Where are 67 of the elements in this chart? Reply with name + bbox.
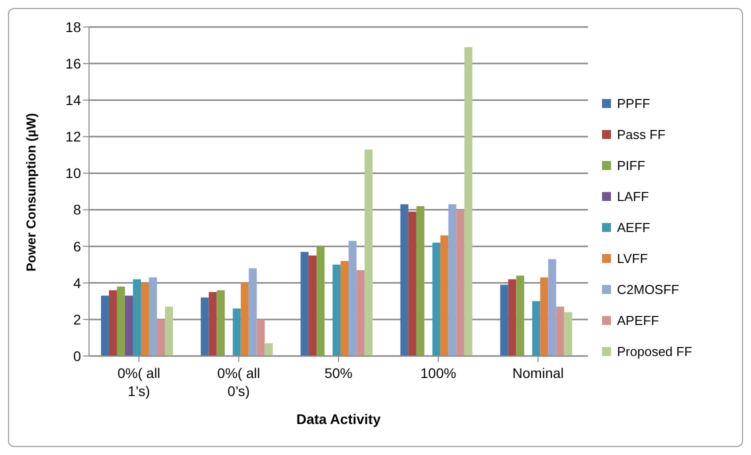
bar — [216, 290, 225, 356]
bar — [300, 252, 309, 356]
bar — [164, 306, 173, 356]
bar — [264, 343, 273, 356]
bar — [332, 264, 341, 356]
legend-label: Pass FF — [617, 127, 666, 142]
x-axis-title: Data Activity — [296, 411, 381, 427]
y-tick-label: 0 — [73, 348, 82, 364]
legend-label: AEFF — [617, 220, 650, 235]
bar — [108, 290, 117, 356]
bar — [340, 260, 349, 356]
bar — [364, 149, 373, 356]
legend-label: APEFF — [617, 313, 659, 328]
y-tick-label: 8 — [73, 202, 82, 218]
bar — [508, 279, 516, 356]
y-tick-label: 10 — [65, 165, 82, 182]
y-tick-label: 14 — [65, 92, 82, 108]
y-tick-label: 12 — [65, 128, 82, 145]
bar — [416, 206, 424, 356]
bar — [540, 277, 548, 356]
bar — [156, 319, 165, 356]
bar — [132, 279, 141, 356]
bar — [356, 270, 365, 356]
bar — [256, 319, 265, 356]
bar — [232, 308, 241, 356]
bar — [532, 301, 540, 356]
x-tick-label: 50% — [324, 365, 353, 381]
bar — [100, 296, 109, 356]
bar — [548, 259, 556, 356]
y-tick-label: 16 — [65, 56, 82, 72]
bar — [124, 296, 133, 356]
bar — [140, 282, 149, 356]
y-tick-label: 6 — [73, 238, 82, 254]
bar — [500, 284, 508, 356]
bar — [148, 277, 157, 356]
legend-label: LAFF — [617, 189, 649, 204]
legend-label: PPFF — [617, 96, 650, 111]
bar — [432, 242, 440, 356]
x-tick-label: 0%( all 0’s) — [217, 365, 260, 399]
bar — [400, 204, 408, 356]
bar — [448, 204, 456, 356]
y-tick-label: 2 — [73, 311, 82, 328]
legend-label: LVFF — [617, 251, 648, 266]
bar — [248, 268, 257, 356]
bar — [556, 306, 564, 356]
legend-label: C2MOSFF — [617, 282, 680, 297]
bar — [440, 235, 448, 356]
bar — [208, 292, 217, 356]
y-axis-title: Power Consumption (µW) — [24, 113, 39, 272]
bar — [516, 276, 524, 356]
x-tick-label: 100% — [420, 365, 456, 381]
legend-label: PIFF — [617, 158, 646, 173]
y-tick-label: 18 — [65, 18, 82, 35]
legend-label: Proposed FF — [617, 344, 692, 359]
bar — [456, 210, 464, 356]
bar — [116, 286, 125, 356]
y-tick-label: 4 — [73, 274, 82, 291]
x-tick-label: Nominal — [512, 365, 564, 381]
bar — [200, 298, 209, 356]
bar — [316, 246, 325, 356]
bar — [348, 240, 357, 356]
bar — [564, 312, 572, 356]
bar — [408, 212, 416, 356]
bar — [464, 47, 472, 356]
bar — [308, 255, 317, 356]
bar — [240, 282, 249, 356]
x-tick-label: 0%( all 1’s) — [118, 365, 160, 399]
